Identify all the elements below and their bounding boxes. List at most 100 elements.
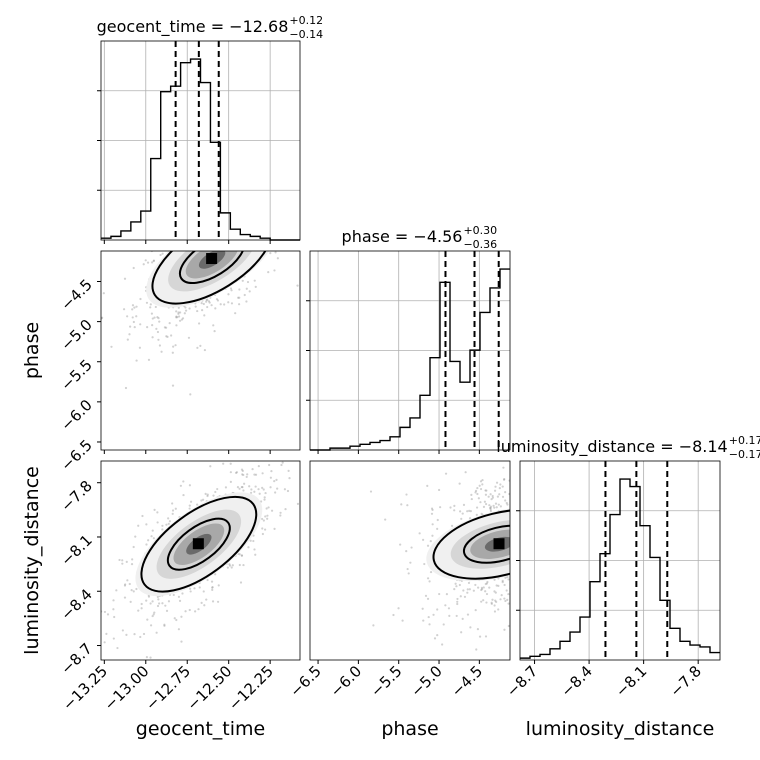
scatter-point bbox=[245, 248, 247, 250]
x-tick-label: −7.8 bbox=[667, 662, 705, 700]
scatter-point bbox=[274, 251, 277, 254]
scatter-point bbox=[259, 452, 261, 454]
scatter-point bbox=[273, 527, 276, 531]
scatter-point bbox=[525, 552, 527, 554]
scatter-point bbox=[507, 624, 510, 628]
scatter-point bbox=[213, 244, 215, 246]
scatter-point bbox=[214, 241, 216, 243]
histogram-luminosity_distance bbox=[520, 478, 720, 659]
scatter-point bbox=[177, 247, 179, 249]
scatter-point bbox=[168, 322, 171, 325]
scatter-point bbox=[462, 589, 465, 592]
scatter-point bbox=[485, 592, 489, 596]
scatter-point bbox=[182, 244, 184, 246]
x-axis-label-luminosity_distance: luminosity_distance bbox=[526, 718, 715, 740]
scatter-point bbox=[238, 563, 241, 567]
scatter-point bbox=[252, 244, 254, 246]
scatter-point bbox=[514, 547, 516, 549]
scatter-point bbox=[189, 587, 192, 590]
scatter-point bbox=[165, 609, 169, 612]
scatter-point bbox=[139, 323, 142, 326]
scatter-point bbox=[256, 458, 258, 460]
scatter-point bbox=[438, 592, 441, 596]
scatter-point bbox=[254, 285, 257, 288]
scatter-point bbox=[266, 248, 268, 250]
scatter-point bbox=[462, 503, 466, 506]
scatter-point bbox=[84, 612, 86, 614]
scatter-point bbox=[219, 245, 221, 247]
scatter-point bbox=[112, 599, 115, 602]
scatter-point bbox=[288, 477, 291, 480]
scatter-point bbox=[201, 248, 203, 250]
scatter-point bbox=[150, 535, 153, 538]
scatter-point bbox=[541, 518, 543, 520]
panel-geocent_time-vs-luminosity_distance bbox=[84, 452, 301, 661]
scatter-point bbox=[429, 540, 432, 543]
scatter-point bbox=[165, 523, 168, 526]
scatter-point bbox=[453, 509, 456, 512]
scatter-point bbox=[551, 586, 553, 588]
scatter-point bbox=[206, 305, 209, 309]
scatter-point bbox=[152, 613, 155, 616]
scatter-point bbox=[205, 300, 208, 303]
scatter-point bbox=[129, 600, 132, 603]
scatter-point bbox=[474, 489, 478, 492]
scatter-point bbox=[230, 289, 233, 292]
scatter-point bbox=[439, 506, 442, 509]
scatter-point bbox=[164, 326, 168, 329]
scatter-point bbox=[569, 527, 571, 529]
scatter-point bbox=[198, 244, 200, 246]
scatter-point bbox=[210, 580, 214, 583]
scatter-point bbox=[215, 232, 217, 234]
scatter-point bbox=[289, 158, 291, 160]
scatter-point bbox=[476, 486, 479, 490]
scatter-point bbox=[229, 480, 232, 483]
scatter-point bbox=[147, 539, 150, 542]
scatter-point bbox=[497, 584, 500, 587]
scatter-point bbox=[511, 505, 513, 507]
scatter-point bbox=[532, 544, 534, 546]
scatter-point bbox=[513, 534, 515, 536]
scatter-point bbox=[516, 561, 518, 563]
scatter-point bbox=[514, 540, 516, 542]
scatter-point bbox=[208, 301, 211, 304]
scatter-point bbox=[579, 567, 581, 569]
scatter-point bbox=[517, 524, 519, 526]
scatter-point bbox=[167, 517, 170, 520]
scatter-point bbox=[559, 570, 561, 572]
scatter-point bbox=[236, 486, 240, 489]
scatter-point bbox=[512, 571, 514, 573]
scatter-point bbox=[216, 248, 218, 250]
scatter-point bbox=[177, 312, 180, 315]
scatter-point bbox=[482, 505, 486, 508]
scatter-point bbox=[493, 590, 496, 593]
scatter-point bbox=[577, 526, 579, 528]
scatter-point bbox=[397, 607, 400, 610]
scatter-point bbox=[201, 237, 203, 239]
panel-title-luminosity_distance: luminosity_distance = −8.14 bbox=[496, 437, 727, 457]
scatter-point bbox=[164, 604, 167, 607]
scatter-point bbox=[237, 296, 240, 299]
scatter-point bbox=[254, 215, 256, 217]
scatter-point bbox=[253, 243, 255, 245]
scatter-point bbox=[219, 247, 221, 249]
title-lower-error: −0.14 bbox=[289, 28, 323, 41]
scatter-point bbox=[180, 640, 183, 643]
scatter-point bbox=[279, 229, 281, 231]
scatter-point bbox=[513, 577, 515, 579]
scatter-point bbox=[189, 393, 192, 396]
scatter-point bbox=[541, 486, 543, 488]
scatter-point bbox=[135, 315, 138, 318]
scatter-point bbox=[214, 213, 216, 215]
scatter-point bbox=[245, 218, 247, 220]
scatter-point bbox=[246, 473, 249, 476]
scatter-point bbox=[156, 511, 159, 514]
scatter-point bbox=[228, 247, 230, 249]
scatter-point bbox=[240, 226, 242, 228]
scatter-point bbox=[206, 578, 209, 582]
scatter-point bbox=[235, 211, 237, 213]
scatter-point bbox=[273, 480, 276, 483]
scatter-point bbox=[528, 555, 530, 557]
scatter-point bbox=[521, 504, 523, 506]
scatter-point bbox=[292, 228, 294, 230]
